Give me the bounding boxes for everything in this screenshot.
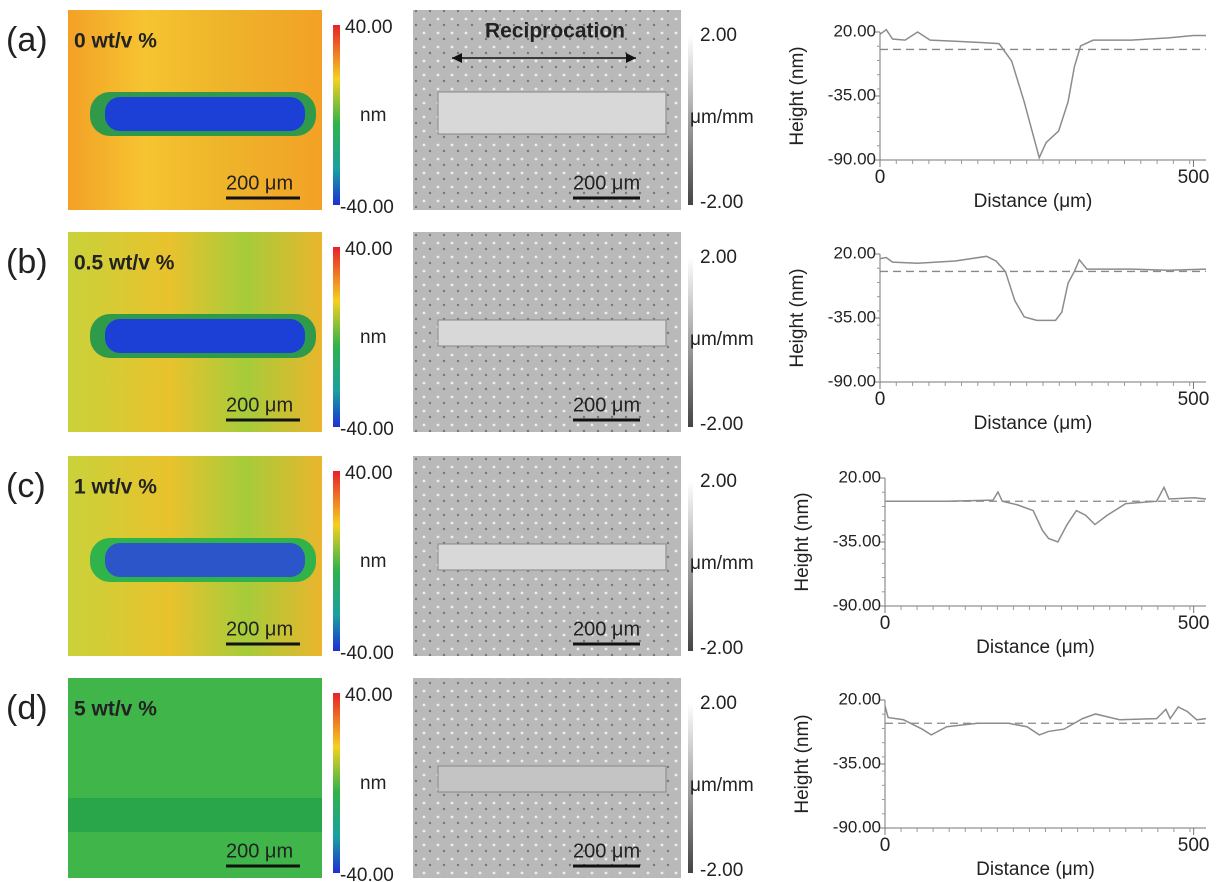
- sample-label: 0 wt/v %: [74, 30, 157, 53]
- colorbar-max: 2.00: [700, 693, 737, 714]
- colorbar: [688, 703, 693, 873]
- x-tick-label: 500: [1178, 389, 1210, 410]
- scale-bar-label: 200 μm: [573, 618, 640, 640]
- colorbar-min: -40.00: [340, 197, 394, 218]
- x-axis-label: Distance (μm): [974, 191, 1093, 212]
- x-tick-label: 0: [875, 167, 886, 188]
- scale-bar-label: 200 μm: [573, 394, 640, 416]
- x-axis-label: Distance (μm): [974, 413, 1093, 434]
- colorbar-max: 40.00: [345, 463, 393, 484]
- panel-label: (d): [6, 689, 48, 727]
- x-tick-label: 0: [880, 835, 891, 856]
- y-axis-label: Height (nm): [787, 46, 808, 145]
- colorbar-max: 40.00: [345, 239, 393, 260]
- colorbar-max: 40.00: [345, 17, 393, 38]
- x-tick-label: 0: [880, 613, 891, 634]
- y-tick-label: -90.00: [833, 817, 881, 836]
- colorbar: [688, 35, 693, 205]
- colorbar-unit: μm/mm: [690, 553, 754, 574]
- y-tick-label: -90.00: [828, 371, 876, 390]
- gradient-track: [437, 319, 667, 347]
- colorbar-min: -40.00: [340, 643, 394, 664]
- colorbar-unit: μm/mm: [690, 775, 754, 796]
- colorbar-max: 40.00: [345, 685, 393, 706]
- x-tick-label: 0: [875, 389, 886, 410]
- colorbar-min: -40.00: [340, 865, 394, 882]
- colorbar: [333, 247, 340, 427]
- colorbar-unit: nm: [360, 327, 386, 348]
- gradient-track: [437, 543, 667, 571]
- y-tick-label: 20.00: [838, 689, 881, 708]
- scale-bar-label: 200 μm: [573, 172, 640, 194]
- y-tick-label: -35.00: [833, 753, 881, 772]
- colorbar-unit: nm: [360, 551, 386, 572]
- colorbar-max: 2.00: [700, 25, 737, 46]
- scale-bar-label: 200 μm: [226, 394, 293, 416]
- profile-line: [879, 255, 1207, 322]
- colorbar-min: -40.00: [340, 419, 394, 440]
- colorbar: [688, 481, 693, 651]
- x-axis-label: Distance (μm): [976, 859, 1095, 880]
- x-tick-label: 500: [1178, 167, 1210, 188]
- gradient-track: [437, 765, 667, 793]
- colorbar: [688, 257, 693, 427]
- colorbar-min: -2.00: [700, 192, 743, 213]
- y-axis-label: Height (nm): [792, 492, 813, 591]
- x-axis-label: Distance (μm): [976, 637, 1095, 658]
- band: [68, 798, 322, 832]
- scale-bar-label: 200 μm: [226, 172, 293, 194]
- wear-core: [105, 97, 305, 131]
- panel-label: (c): [6, 467, 46, 505]
- sample-label: 1 wt/v %: [74, 476, 157, 499]
- sample-label: 0.5 wt/v %: [74, 252, 175, 275]
- colorbar-max: 2.00: [700, 247, 737, 268]
- y-axis-label: Height (nm): [787, 268, 808, 367]
- gradient-title: Reciprocation: [485, 20, 625, 43]
- scale-bar-label: 200 μm: [573, 840, 640, 862]
- colorbar: [333, 693, 340, 873]
- colorbar-unit: nm: [360, 773, 386, 794]
- profile-line: [885, 485, 1207, 543]
- y-tick-label: 20.00: [833, 243, 876, 262]
- colorbar: [333, 471, 340, 651]
- y-tick-label: -90.00: [833, 595, 881, 614]
- colorbar-unit: μm/mm: [690, 107, 754, 128]
- profile-line: [879, 28, 1206, 160]
- colorbar-unit: nm: [360, 105, 386, 126]
- y-tick-label: -35.00: [828, 307, 876, 326]
- sample-label: 5 wt/v %: [74, 698, 157, 721]
- scale-bar-label: 200 μm: [226, 618, 293, 640]
- colorbar-min: -2.00: [700, 860, 743, 881]
- panel-label: (a): [6, 21, 48, 59]
- scale-bar-label: 200 μm: [226, 840, 293, 862]
- y-tick-label: -35.00: [828, 85, 876, 104]
- wear-core: [105, 319, 305, 353]
- panel-label: (b): [6, 243, 48, 281]
- colorbar-min: -2.00: [700, 414, 743, 435]
- colorbar-unit: μm/mm: [690, 329, 754, 350]
- gradient-track: [437, 91, 667, 135]
- wear-core: [105, 543, 305, 577]
- colorbar-max: 2.00: [700, 471, 737, 492]
- profile-line: [884, 705, 1207, 736]
- y-tick-label: 20.00: [833, 21, 876, 40]
- x-tick-label: 500: [1178, 835, 1210, 856]
- y-tick-label: -90.00: [828, 149, 876, 168]
- x-tick-label: 500: [1178, 613, 1210, 634]
- y-axis-label: Height (nm): [792, 714, 813, 813]
- colorbar-min: -2.00: [700, 638, 743, 659]
- y-tick-label: -35.00: [833, 531, 881, 550]
- y-tick-label: 20.00: [838, 467, 881, 486]
- height-map: [68, 678, 322, 878]
- colorbar: [333, 25, 340, 205]
